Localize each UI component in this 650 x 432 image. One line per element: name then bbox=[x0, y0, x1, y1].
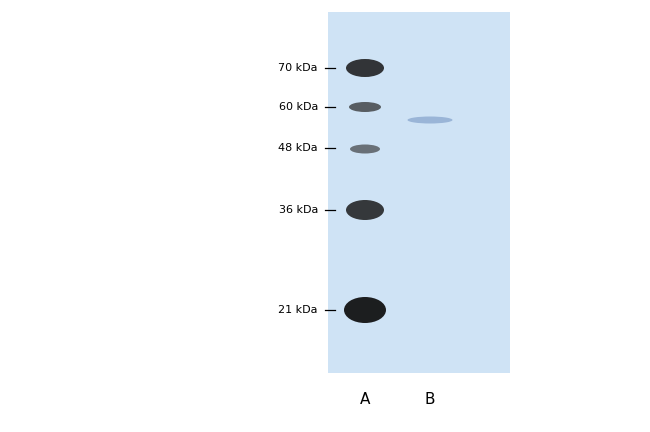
Ellipse shape bbox=[408, 117, 452, 124]
Text: 60 kDa: 60 kDa bbox=[279, 102, 318, 112]
Ellipse shape bbox=[346, 59, 384, 77]
Ellipse shape bbox=[350, 144, 380, 153]
Text: 48 kDa: 48 kDa bbox=[278, 143, 318, 153]
Text: 21 kDa: 21 kDa bbox=[278, 305, 318, 315]
Bar bbox=[328, 12, 510, 373]
Text: B: B bbox=[424, 393, 436, 407]
Ellipse shape bbox=[344, 297, 386, 323]
Text: 70 kDa: 70 kDa bbox=[278, 63, 318, 73]
Text: A: A bbox=[360, 393, 370, 407]
Text: 36 kDa: 36 kDa bbox=[279, 205, 318, 215]
Ellipse shape bbox=[346, 200, 384, 220]
Ellipse shape bbox=[349, 102, 381, 112]
